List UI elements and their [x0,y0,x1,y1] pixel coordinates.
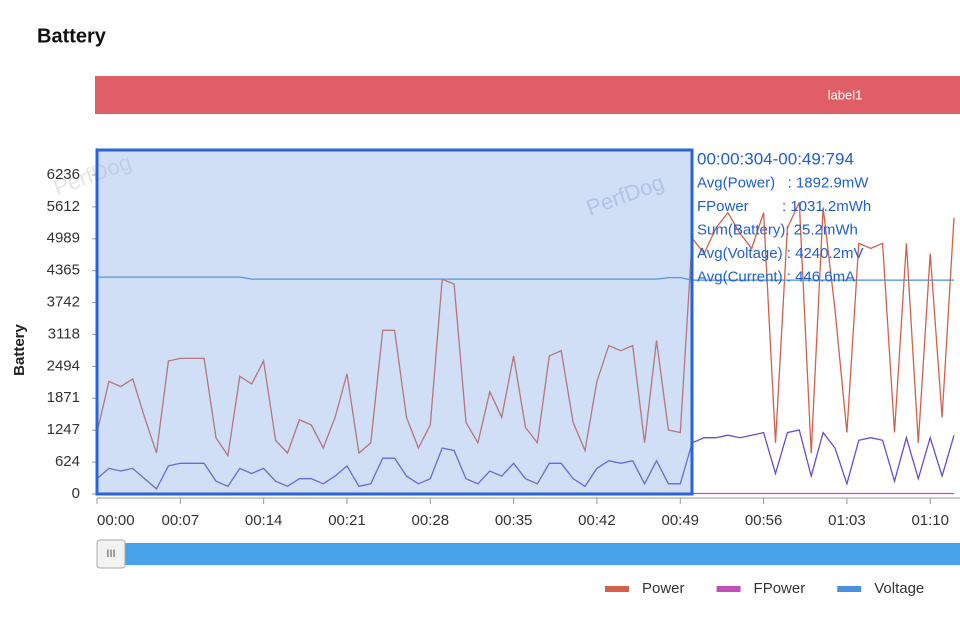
y-tick-label: 3118 [48,325,80,342]
x-tick-label: 00:35 [495,512,533,529]
annotation-line: Avg(Current) : 446.6mA [697,268,855,285]
y-tick-label: 1871 [47,389,80,406]
x-tick-label: 00:56 [745,512,783,529]
series-line [97,276,954,281]
y-tick-label: 4989 [47,230,80,247]
x-tick-label: 00:42 [578,512,616,529]
x-tick-label: 00:21 [328,512,366,529]
slider-track[interactable] [97,543,960,565]
x-tick-label: 00:00 [97,512,135,529]
legend-label: Voltage [874,580,924,597]
selection[interactable] [95,148,694,496]
annotation-line: Avg(Voltage) : 4240.2mV [697,245,864,262]
annotation-line: Avg(Power) : 1892.9mW [697,174,869,191]
legend-swatch [837,586,862,592]
slider-handle[interactable] [96,539,126,569]
legend-swatch [716,586,741,592]
y-tick-label: 6236 [47,166,80,183]
annotation-line: FPower : 1031.2mWh [697,198,871,215]
plot-area: 0 624 1247 1871 2494 3118 3742 4365 4989 5612 6236… [47,148,960,529]
series-line [96,429,955,490]
y-tick-label: 0 [72,485,80,502]
x-tick-label: 00:49 [661,512,699,529]
y-tick-label: 2494 [47,357,80,374]
legend-label: FPower [754,580,806,597]
y-tick-label: 5612 [47,198,80,215]
label-band [95,76,960,114]
y-tick-label: 3742 [47,294,80,311]
legend-swatch [605,586,629,592]
y-tick-label: 1247 [47,421,80,438]
x-tick-label: 01:10 [911,512,949,529]
x-tick-label: 00:07 [162,512,200,529]
x-tick-label: 01:03 [828,512,866,529]
y-tick-label: 624 [55,453,80,470]
y-tick-label: 4365 [47,262,80,279]
chart-title: Battery [37,25,107,47]
y-axis-label: Battery [11,323,28,375]
series-line [96,202,955,458]
x-tick-label: 00:14 [245,512,283,529]
annotation: 00:00:304-00:49:794 Avg(Power) : 1892.9mW… [697,149,871,285]
annotation-line: Sum(Battery): 25.2mWh [697,221,858,238]
x-tick-label: 00:28 [412,512,450,529]
band-label: label1 [828,87,863,102]
slider-handle-label: III [106,548,115,560]
legend-label: Power [642,580,685,597]
annotation-line: 00:00:304-00:49:794 [697,149,854,168]
